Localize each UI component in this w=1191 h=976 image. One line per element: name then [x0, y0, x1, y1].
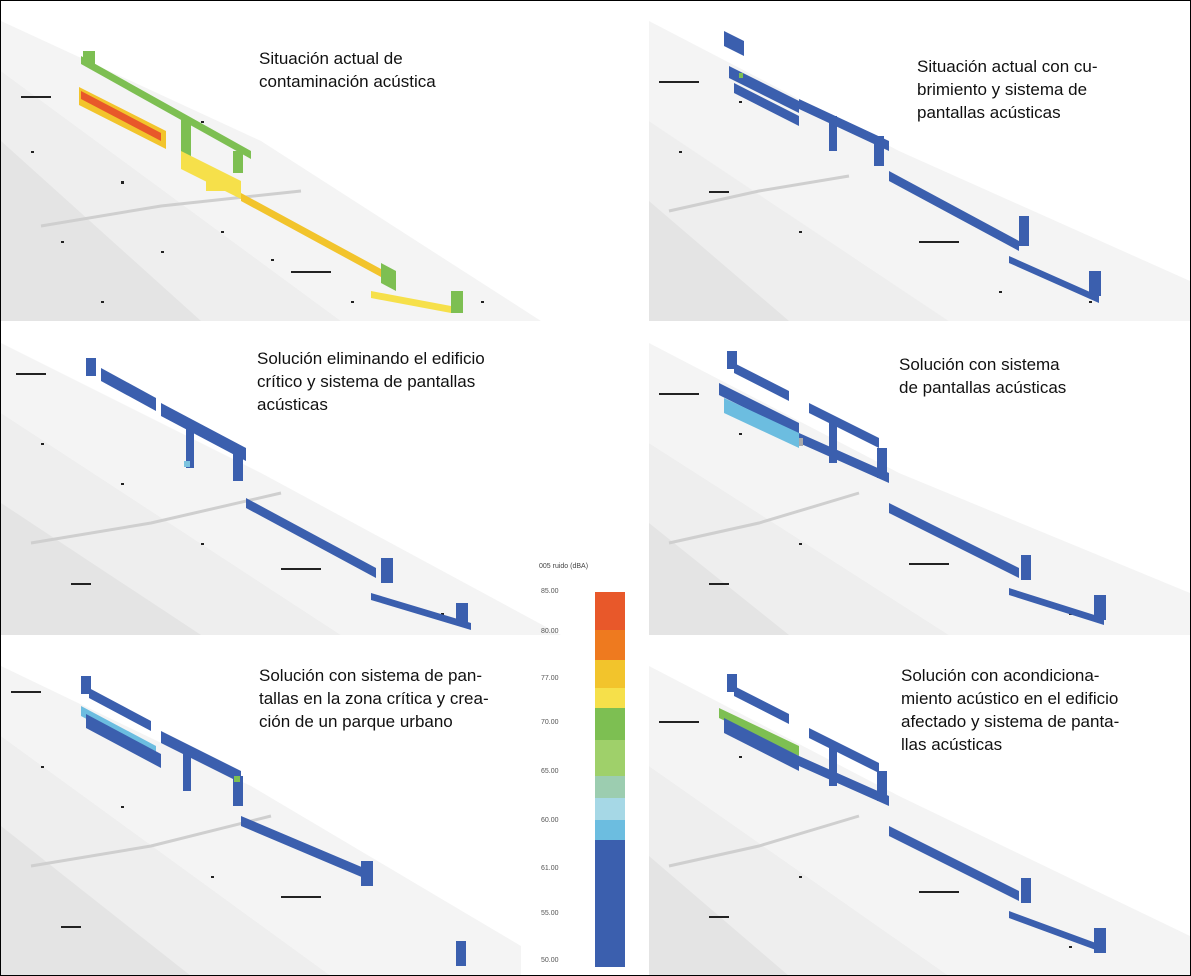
legend-band — [595, 592, 625, 630]
noise-map-1 — [1, 21, 541, 321]
legend-tick-label: 50.00 — [541, 957, 559, 964]
caption-line: contaminación acústica — [259, 72, 436, 91]
legend-band — [595, 776, 625, 798]
caption-line: afectado y sistema de panta- — [901, 712, 1120, 731]
legend-tick-label: 61.00 — [541, 865, 559, 872]
legend-band — [595, 688, 625, 708]
panel-screens-system: Solución con sistema de pantallas acústi… — [649, 323, 1190, 635]
legend-color-bar — [595, 592, 625, 967]
caption-panel-6: Solución con acondiciona- miento acústic… — [901, 664, 1161, 756]
noise-map-4 — [649, 343, 1190, 635]
legend-tick-label: 77.00 — [541, 675, 559, 682]
legend-band — [595, 840, 625, 967]
panel-acoustic-conditioning: Solución con acondiciona- miento acústic… — [649, 646, 1190, 975]
caption-line: llas acústicas — [901, 735, 1003, 754]
panel-urban-park: Solución con sistema de pan- tallas en l… — [1, 646, 521, 975]
legend-band — [595, 798, 625, 820]
caption-panel-5: Solución con sistema de pan- tallas en l… — [259, 664, 513, 733]
caption-line: ción de un parque urbano — [259, 712, 453, 731]
legend-tick-label: 65.00 — [541, 768, 559, 775]
legend-title: 005 ruido (dBA) — [539, 563, 589, 570]
panel-remove-building: Solución eliminando el edificio crítico … — [1, 323, 591, 635]
legend-tick-label: 55.00 — [541, 910, 559, 917]
caption-line: tallas en la zona crítica y crea- — [259, 689, 489, 708]
caption-line: Situación actual de — [259, 49, 403, 68]
caption-line: Solución con sistema de pan- — [259, 666, 483, 685]
caption-line: brimiento y sistema de — [917, 80, 1088, 99]
caption-line: Solución con sistema — [899, 355, 1060, 374]
legend-band — [595, 660, 625, 688]
caption-line: Situación actual con cu- — [917, 57, 1098, 76]
caption-line: miento acústico en el edificio — [901, 689, 1119, 708]
legend-tick-label: 70.00 — [541, 719, 559, 726]
legend-band — [595, 630, 625, 660]
panel-current-situation: Situación actual de contaminación acústi… — [1, 1, 591, 321]
caption-line: crítico y sistema de pantallas — [257, 372, 476, 391]
caption-panel-2: Situación actual con cu- brimiento y sis… — [917, 55, 1157, 124]
noise-map-5 — [1, 666, 521, 975]
caption-panel-1: Situación actual de contaminación acústi… — [259, 47, 499, 93]
noise-legend: 005 ruido (dBA) 85.00 80.00 77.00 70.00 65.0… — [521, 563, 641, 973]
noise-map-6 — [649, 666, 1190, 975]
caption-panel-3: Solución eliminando el edificio crítico … — [257, 347, 517, 416]
legend-tick-label: 60.00 — [541, 817, 559, 824]
panel-current-with-covering: Situación actual con cu- brimiento y sis… — [649, 1, 1190, 321]
legend-band — [595, 820, 625, 840]
caption-line: de pantallas acústicas — [899, 378, 1067, 397]
caption-line: Solución con acondiciona- — [901, 666, 1100, 685]
caption-line: pantallas acústicas — [917, 103, 1061, 122]
caption-panel-4: Solución con sistema de pantallas acústi… — [899, 353, 1139, 399]
caption-line: acústicas — [257, 395, 328, 414]
caption-line: Solución eliminando el edificio — [257, 349, 485, 368]
noise-map-3 — [1, 343, 561, 635]
noise-map-2 — [649, 21, 1190, 321]
legend-band — [595, 740, 625, 776]
legend-tick-label: 85.00 — [541, 588, 559, 595]
legend-band — [595, 708, 625, 740]
legend-tick-label: 80.00 — [541, 628, 559, 635]
